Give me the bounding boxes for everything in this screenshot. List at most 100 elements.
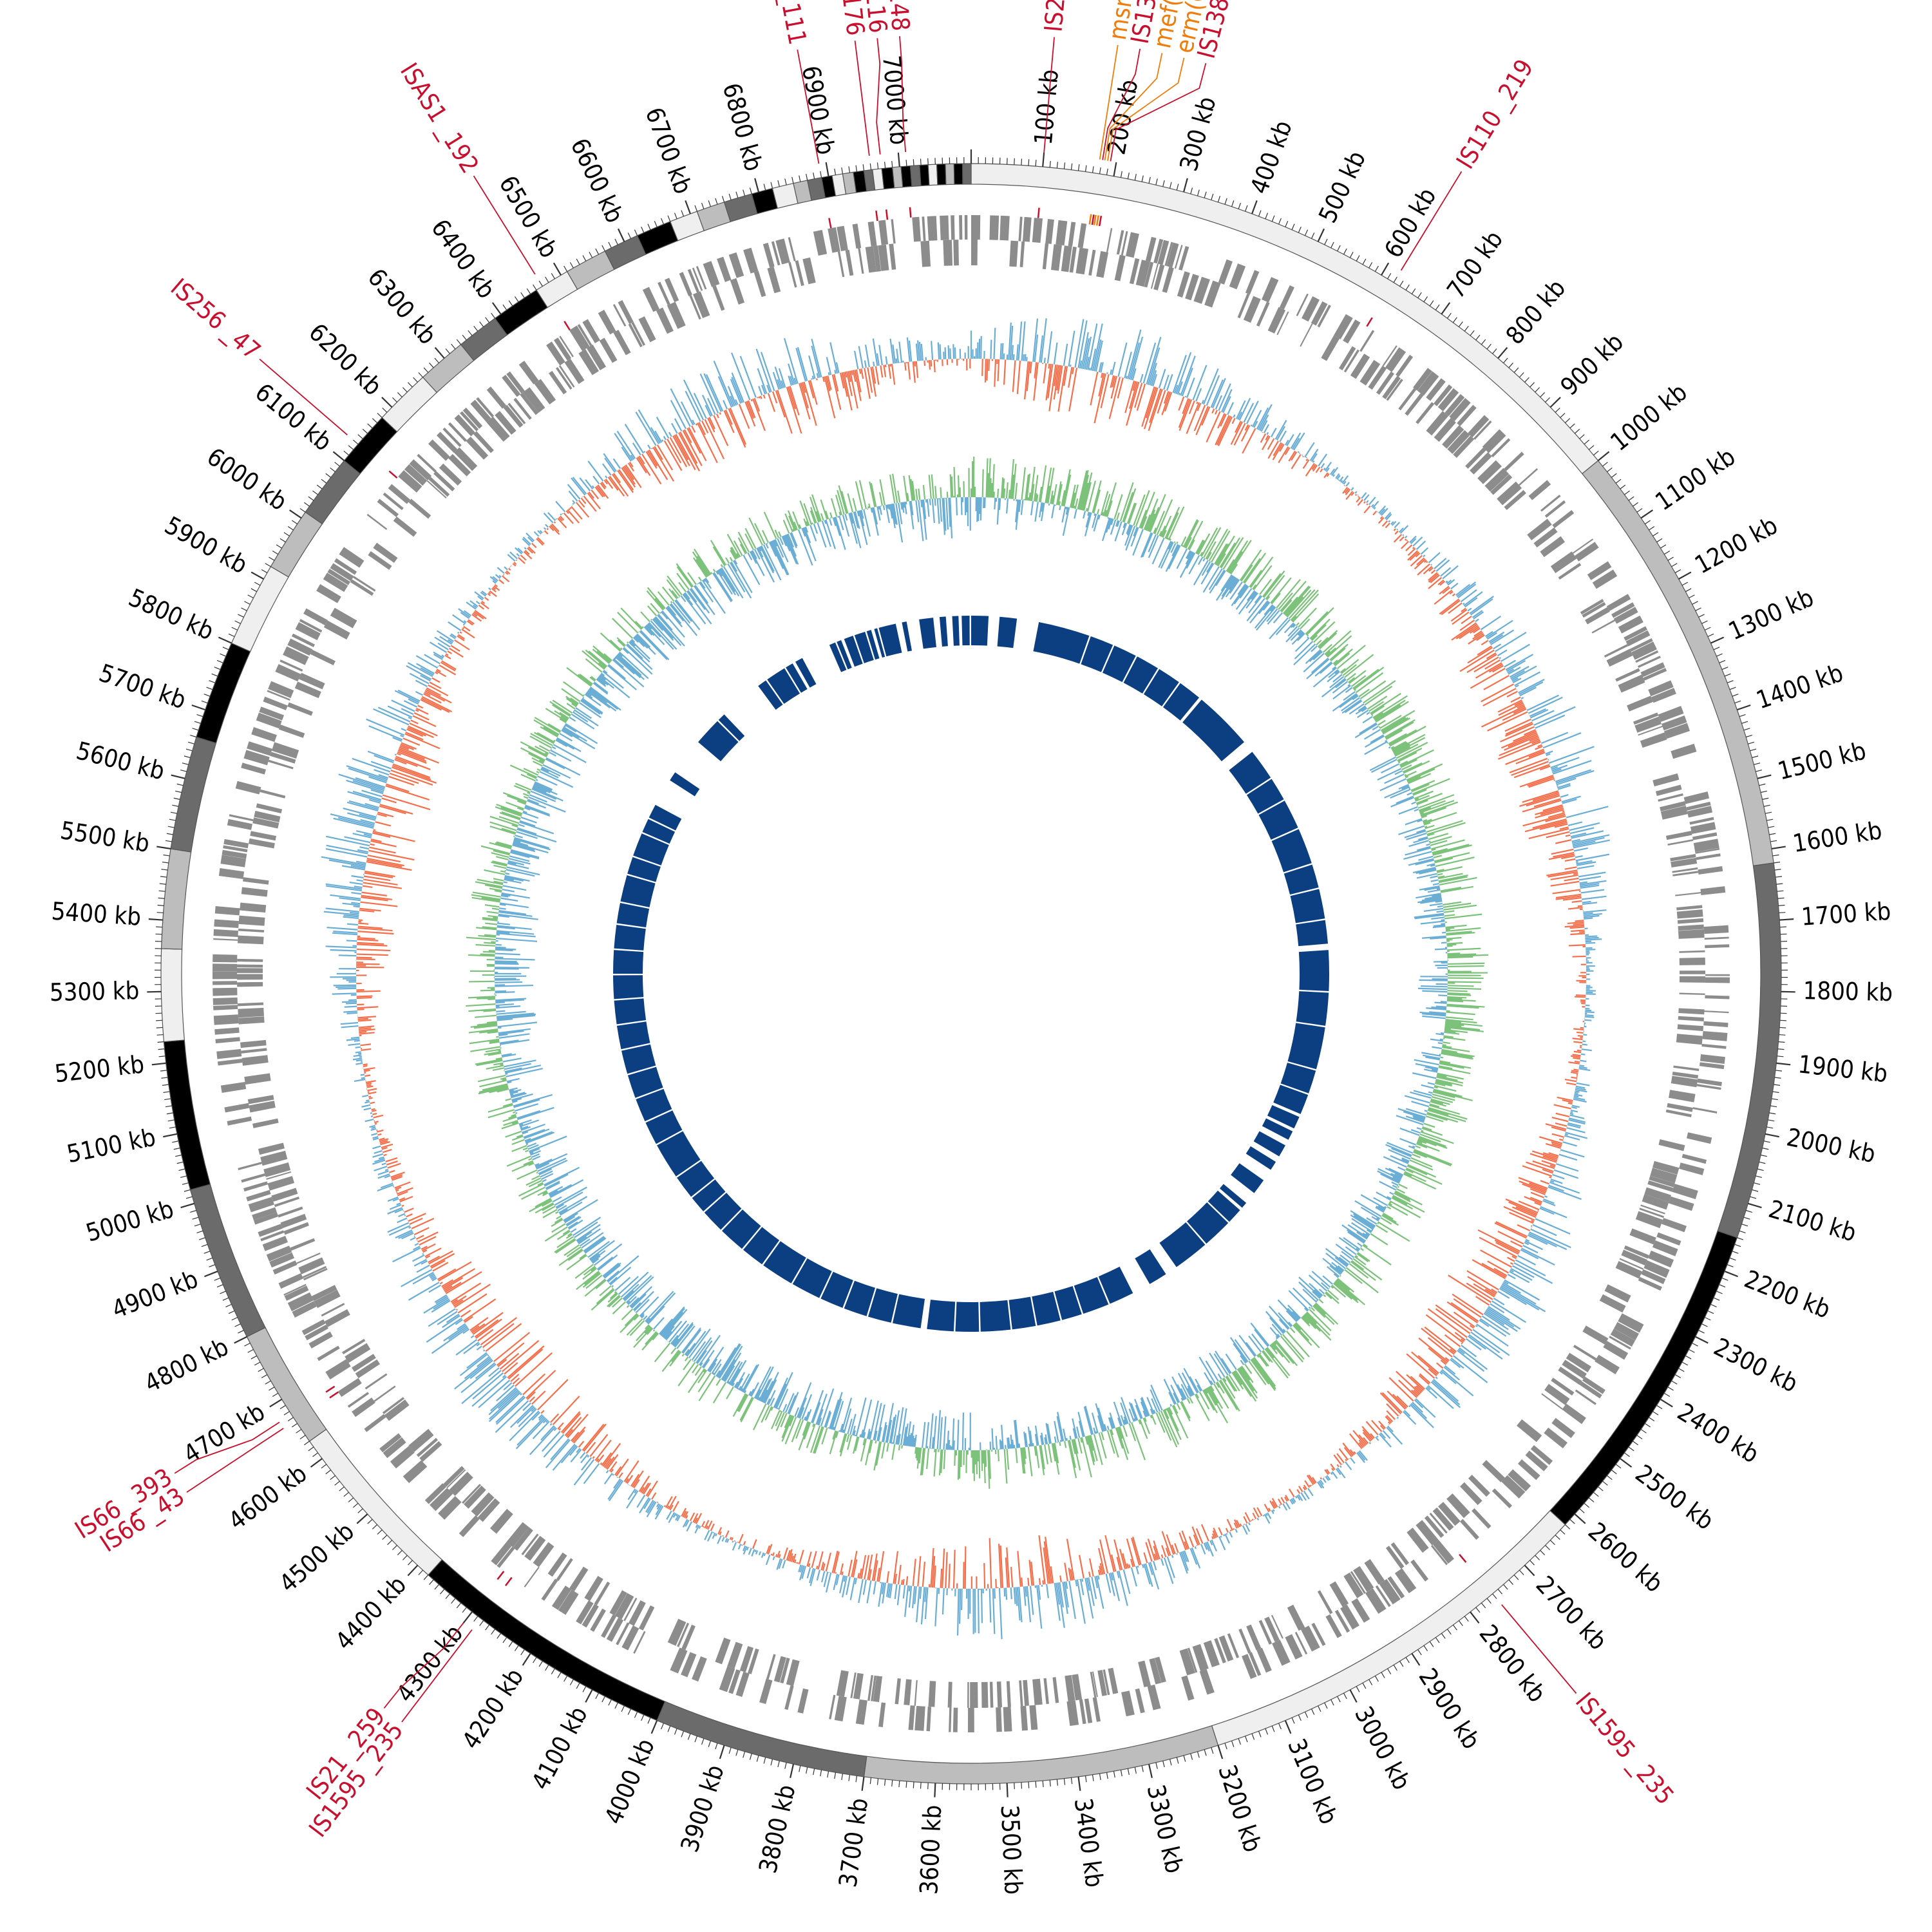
scale-tick [1774, 869, 1781, 871]
scale-tick [1741, 721, 1748, 724]
cds-feature [416, 1437, 438, 1457]
homology-block [1267, 1104, 1300, 1129]
cds-feature [292, 1301, 317, 1318]
cds-feature [953, 240, 959, 266]
contig-ring [160, 163, 1782, 1785]
scale-tick [1099, 167, 1101, 175]
scale-tick [1774, 1077, 1781, 1079]
scale-label: 300 kb [1174, 93, 1221, 174]
scale-tick [1602, 1481, 1608, 1486]
scale-tick [1633, 502, 1638, 507]
cds-feature [1264, 1616, 1280, 1642]
scale-tick [1535, 1555, 1540, 1560]
scale-tick [1524, 377, 1530, 383]
cds-feature [1430, 1544, 1448, 1566]
scale-tick [1602, 462, 1608, 467]
cds-feature [220, 855, 247, 867]
cds-feature [1072, 1674, 1083, 1701]
scale-tick [166, 1112, 173, 1115]
scale-tick [1028, 1781, 1030, 1788]
cds-feature [628, 1600, 646, 1626]
scale-tick [247, 594, 254, 599]
cds-feature [491, 1542, 512, 1566]
cds-feature [1199, 1669, 1215, 1695]
scale-tick [667, 215, 671, 222]
scale-tick [617, 228, 625, 242]
scale-tick [1405, 1657, 1410, 1663]
scale-tick [806, 1766, 808, 1774]
scale-tick [1689, 1349, 1695, 1353]
cds-feature [845, 249, 854, 276]
scale-tick [1624, 490, 1630, 495]
cds-feature [1550, 551, 1577, 574]
scale-tick [167, 826, 175, 828]
scale-tick [169, 1126, 176, 1129]
scale-tick [876, 1778, 879, 1785]
cds-feature [1149, 1658, 1162, 1685]
cds-feature [426, 480, 447, 498]
scale-tick [1251, 1733, 1255, 1740]
scale-tick [1298, 1714, 1302, 1721]
cds-feature [1670, 854, 1696, 862]
cds-feature [1382, 345, 1397, 366]
cds-feature [470, 399, 491, 422]
contig-segment [196, 642, 251, 744]
homology-block [1283, 864, 1319, 895]
cds-feature [1061, 245, 1072, 272]
cds-feature [784, 1685, 794, 1710]
homology-block [1298, 950, 1330, 992]
scale-tick [1374, 265, 1379, 272]
cds-feature [237, 958, 263, 962]
homology-block [620, 875, 656, 907]
annotation-leader [876, 38, 881, 155]
scale-tick [920, 1782, 922, 1789]
scale-tick [1070, 1777, 1073, 1785]
scale-tick [372, 1524, 378, 1530]
scale-tick [1698, 1330, 1705, 1334]
cds-feature [1116, 230, 1124, 255]
scale-tick [869, 163, 872, 170]
scale-tick [1148, 1764, 1153, 1779]
cds-feature [212, 971, 238, 980]
scale-tick [312, 1452, 318, 1457]
cds-feature [1296, 293, 1309, 316]
scale-tick [176, 783, 184, 786]
cds-feature [582, 319, 600, 344]
scale-tick [1298, 226, 1302, 233]
cds-feature [454, 414, 475, 437]
cds-feature [213, 981, 238, 985]
cds-feature [687, 269, 700, 293]
cds-feature [828, 227, 840, 253]
scale-tick [813, 172, 815, 179]
scale-tick [1695, 607, 1701, 611]
cds-feature [553, 337, 572, 361]
scale-tick [1555, 1535, 1560, 1540]
contig-segment [936, 164, 947, 185]
cds-feature [1334, 314, 1353, 339]
scale-tick [1183, 1755, 1186, 1762]
scale-tick [1530, 382, 1535, 388]
scale-tick [1464, 1616, 1469, 1622]
annotation-leader [174, 1421, 280, 1474]
homology-block [1271, 829, 1312, 873]
scale-tick [1636, 508, 1643, 513]
cds-feature [1606, 649, 1633, 667]
cds-feature [1558, 1367, 1582, 1385]
cds-feature [1138, 1660, 1151, 1687]
scale-tick [214, 667, 221, 670]
scale-tick [1197, 1751, 1200, 1758]
cds-feature [1359, 330, 1375, 352]
scale-tick [402, 1555, 408, 1560]
scale-tick [1458, 321, 1463, 327]
cds-feature [247, 741, 272, 756]
cds-feature [302, 1265, 327, 1278]
cds-feature [1624, 1245, 1649, 1259]
mobile-element-mark [504, 1577, 513, 1586]
scale-tick [304, 1441, 310, 1446]
cds-feature [388, 484, 411, 504]
scale-tick [1337, 245, 1341, 252]
cds-feature [1648, 1250, 1674, 1268]
scale-tick [1674, 569, 1681, 573]
scale-tick [1475, 334, 1481, 341]
cds-feature [692, 291, 710, 319]
